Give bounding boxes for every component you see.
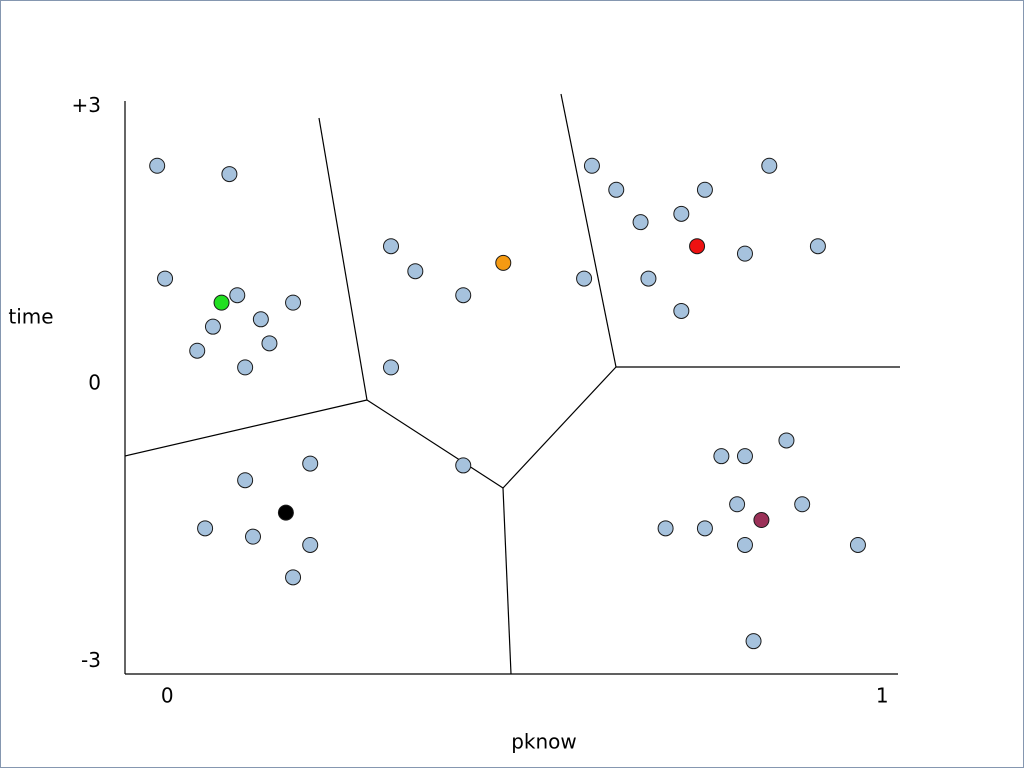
data-point [302,455,319,472]
x-tick-label: 1 [876,684,889,708]
data-point [809,238,826,255]
voronoi-edge [502,487,512,675]
data-point [745,633,762,650]
data-point [729,496,746,513]
x-axis-label: pknow [511,730,577,754]
voronoi-edge [366,399,504,489]
data-point [713,448,730,465]
data-point [455,287,472,304]
data-point [204,318,221,335]
data-point [229,287,246,304]
data-point [640,270,657,287]
data-point [736,536,753,553]
y-axis-label: time [8,305,53,329]
data-point [753,511,770,528]
data-point [149,157,166,174]
data-point [689,238,706,255]
data-point [455,457,472,474]
data-point [189,342,206,359]
data-point [736,448,753,465]
data-point [383,238,400,255]
data-point [583,157,600,174]
data-point [657,520,674,537]
data-point [277,504,294,521]
data-point [778,432,795,449]
data-point [736,245,753,262]
data-point [696,520,713,537]
y-tick-label: 0 [88,371,101,395]
y-tick-label: -3 [81,648,101,672]
data-point [696,181,713,198]
data-point [221,166,238,183]
data-point [495,254,512,271]
data-point [237,359,254,376]
data-point [673,205,690,222]
voronoi-edge [124,399,368,457]
data-point [407,263,424,280]
voronoi-edge [502,366,617,489]
data-point [673,302,690,319]
data-point [237,472,254,489]
data-point [576,270,593,287]
data-point [244,528,261,545]
data-point [261,335,278,352]
voronoi-edge [318,117,368,401]
data-point [197,520,214,537]
voronoi-edge [560,93,617,368]
voronoi-edges [124,93,900,675]
data-point [302,536,319,553]
data-point [761,157,778,174]
y-tick-label: +3 [72,93,101,117]
data-point [285,569,302,586]
data-point [794,496,811,513]
data-point [213,294,230,311]
data-point [608,181,625,198]
data-point [849,536,866,553]
data-point [157,270,174,287]
data-point [632,214,649,231]
data-point [252,311,269,328]
data-point [285,294,302,311]
data-point [383,359,400,376]
x-tick-label: 0 [161,684,174,708]
